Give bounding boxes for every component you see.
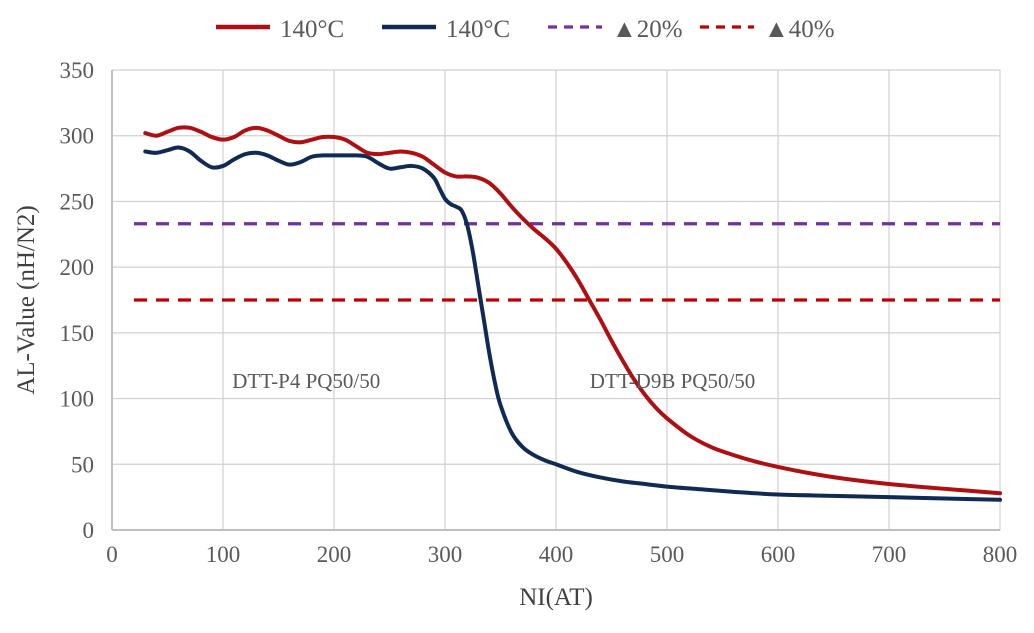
legend-item[interactable]: 140°C (382, 16, 510, 43)
x-tick-label: 600 (761, 542, 796, 567)
x-axis-title: NI(AT) (519, 584, 593, 611)
y-tick-label: 200 (60, 255, 95, 280)
legend-item[interactable]: ▲40% (700, 16, 835, 43)
x-tick-label: 0 (106, 542, 118, 567)
x-tick-label: 200 (317, 542, 352, 567)
x-tick-label: 500 (650, 542, 685, 567)
series-annotations: DTT-P4 PQ50/50 DTT-D9B PQ50/50 (232, 369, 755, 393)
series-annotation-label: DTT-P4 PQ50/50 (232, 369, 380, 393)
y-tick-label: 300 (60, 124, 95, 149)
x-tick-label: 700 (872, 542, 907, 567)
series-annotation-label: DTT-D9B PQ50/50 (590, 369, 756, 393)
legend-item-label: ▲40% (764, 16, 835, 43)
y-tick-label: 0 (83, 518, 95, 543)
legend-item-label: ▲20% (612, 16, 683, 43)
x-tick-label: 400 (539, 542, 574, 567)
data-series (143, 125, 1002, 502)
y-tick-label: 100 (60, 387, 95, 412)
x-tick-label: 100 (206, 542, 241, 567)
y-axis-ticks: 0 50 100 150 200 250 300 350 (60, 58, 95, 543)
reference-lines (134, 222, 1000, 302)
y-tick-label: 50 (71, 452, 94, 477)
series-line (143, 125, 1002, 496)
legend-item[interactable]: 140°C (216, 16, 344, 43)
x-tick-label: 800 (983, 542, 1018, 567)
x-axis-ticks: 0 100 200 300 400 500 600 700 800 (106, 542, 1017, 567)
series-line (143, 145, 1002, 502)
y-tick-label: 350 (60, 58, 95, 83)
legend-item-label: 140°C (280, 16, 344, 43)
y-axis-title: AL-Value (nH/N2) (13, 205, 40, 395)
legend-item-label: 140°C (446, 16, 510, 43)
y-tick-label: 150 (60, 321, 95, 346)
legend: 140°C 140°C ▲20% ▲40% (216, 16, 835, 43)
x-tick-label: 300 (428, 542, 463, 567)
plot-frame (111, 70, 1000, 531)
y-tick-label: 250 (60, 189, 95, 214)
axis-titles: NI(AT) AL-Value (nH/N2) (13, 205, 593, 611)
legend-item[interactable]: ▲20% (548, 16, 683, 43)
